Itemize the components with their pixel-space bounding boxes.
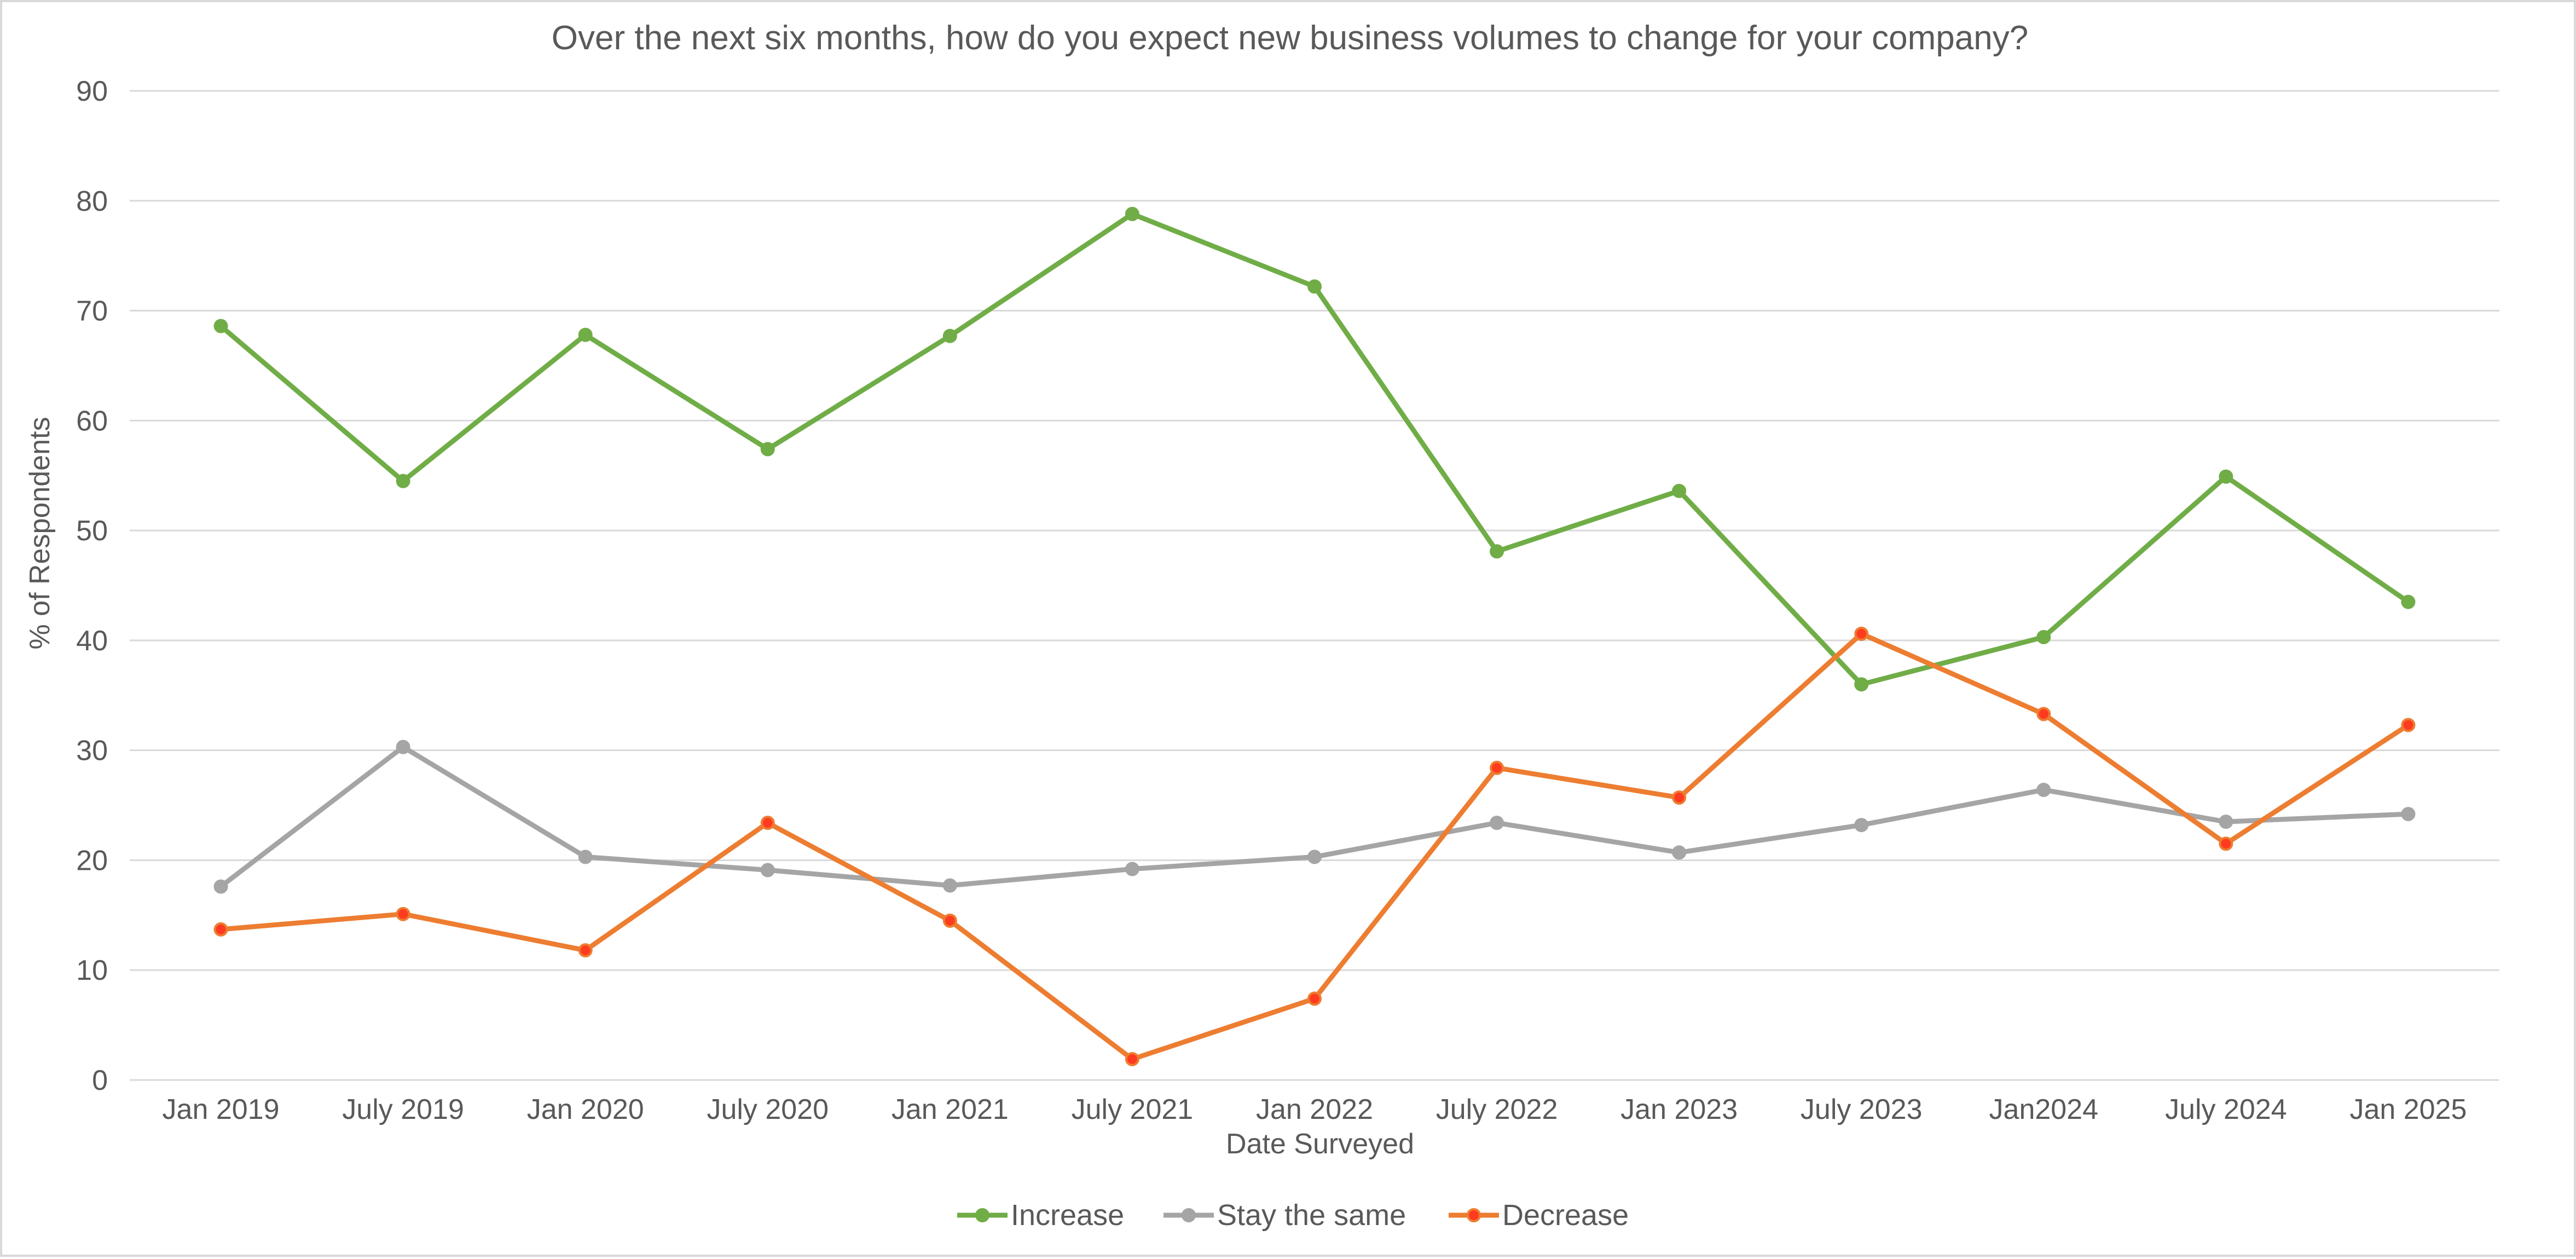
x-tick-label: Jan 2020 [527, 1094, 644, 1125]
data-point-decrease [2219, 836, 2233, 851]
y-tick-label: 10 [76, 955, 108, 986]
data-point-stay-the-same [578, 850, 593, 864]
x-tick-label: July 2024 [2165, 1094, 2287, 1125]
data-point-increase [1307, 279, 1322, 294]
legend-marker [1467, 1208, 1481, 1222]
x-tick-label: July 2022 [1436, 1094, 1558, 1125]
data-point-stay-the-same [1854, 818, 1869, 833]
series-increase [213, 206, 2416, 692]
gridlines [130, 90, 2499, 1081]
y-tick-label: 20 [76, 845, 108, 876]
x-tick-label: Jan 2022 [1256, 1094, 1373, 1125]
legend-item-decrease: Decrease [1449, 1199, 1629, 1232]
x-tick-label: July 2020 [707, 1094, 829, 1125]
y-tick-label: 50 [76, 515, 108, 547]
data-point-increase [2401, 594, 2416, 609]
data-point-decrease [1490, 760, 1504, 775]
x-axis-title: Date Surveyed [1226, 1128, 1414, 1160]
data-point-increase [396, 473, 410, 488]
data-point-increase [1672, 483, 1687, 498]
data-point-decrease [396, 906, 410, 921]
data-point-stay-the-same [2219, 815, 2233, 829]
x-tick-label: Jan 2025 [2349, 1094, 2467, 1125]
data-point-increase [760, 442, 775, 457]
data-point-decrease [2401, 718, 2416, 732]
y-tick-label: 0 [92, 1065, 108, 1096]
x-tick-label: Jan2024 [1989, 1094, 2099, 1125]
data-point-increase [2219, 469, 2233, 484]
y-axis-title: % of Respondents [24, 417, 56, 650]
legend-item-stay-the-same: Stay the same [1163, 1199, 1406, 1232]
legend-label: Increase [1011, 1199, 1124, 1232]
data-point-decrease [213, 922, 228, 937]
data-point-decrease [2036, 707, 2051, 721]
data-point-increase [1125, 206, 1139, 221]
data-point-stay-the-same [760, 863, 775, 877]
data-point-decrease [578, 943, 593, 958]
y-tick-label: 80 [76, 186, 108, 217]
data-point-increase [2036, 630, 2051, 644]
data-point-increase [213, 319, 228, 333]
x-tick-label: July 2021 [1072, 1094, 1194, 1125]
y-tick-label: 40 [76, 625, 108, 657]
x-tick-label: Jan 2019 [163, 1094, 280, 1125]
data-point-stay-the-same [396, 740, 410, 754]
chart-title: Over the next six months, how do you exp… [552, 19, 2028, 57]
series-line-stay-the-same [218, 744, 2411, 890]
data-point-stay-the-same [942, 878, 957, 893]
legend-marker [975, 1208, 989, 1222]
data-point-decrease [1854, 626, 1869, 641]
data-point-decrease [760, 816, 775, 830]
data-point-decrease [1307, 991, 1322, 1006]
data-point-increase [1854, 677, 1869, 692]
series-stay-the-same [213, 740, 2416, 894]
data-point-decrease [1672, 790, 1687, 805]
data-point-decrease [1125, 1052, 1139, 1066]
series-decrease [213, 626, 2416, 1066]
data-point-stay-the-same [1672, 845, 1687, 860]
data-point-stay-the-same [2401, 807, 2416, 822]
legend-marker [1182, 1208, 1196, 1222]
data-point-stay-the-same [213, 879, 228, 894]
x-tick-label: Jan 2021 [892, 1094, 1009, 1125]
x-axis-ticks: Jan 2019 July 2019 Jan 2020 July 2020 Jan 20… [163, 1094, 2467, 1125]
y-tick-label: 70 [76, 296, 108, 327]
x-tick-label: July 2019 [342, 1094, 464, 1125]
data-point-stay-the-same [1490, 816, 1504, 830]
legend: Increase Stay the same Decrease [957, 1199, 1629, 1232]
y-tick-label: 90 [76, 76, 108, 107]
data-point-stay-the-same [2036, 782, 2051, 797]
legend-label: Decrease [1502, 1199, 1629, 1232]
y-tick-label: 60 [76, 405, 108, 437]
legend-label: Stay the same [1217, 1199, 1406, 1232]
data-point-stay-the-same [1125, 862, 1139, 876]
data-point-increase [578, 327, 593, 342]
x-tick-label: Jan 2023 [1620, 1094, 1738, 1125]
y-tick-label: 30 [76, 735, 108, 767]
y-axis-ticks: 0 10 20 30 40 50 60 70 80 90 [76, 76, 108, 1096]
data-point-increase [942, 328, 957, 343]
series-lines [213, 206, 2416, 1066]
x-tick-label: July 2023 [1801, 1094, 1923, 1125]
data-point-decrease [942, 913, 957, 928]
legend-item-increase: Increase [957, 1199, 1124, 1232]
data-point-increase [1490, 544, 1504, 559]
data-point-stay-the-same [1307, 850, 1322, 864]
